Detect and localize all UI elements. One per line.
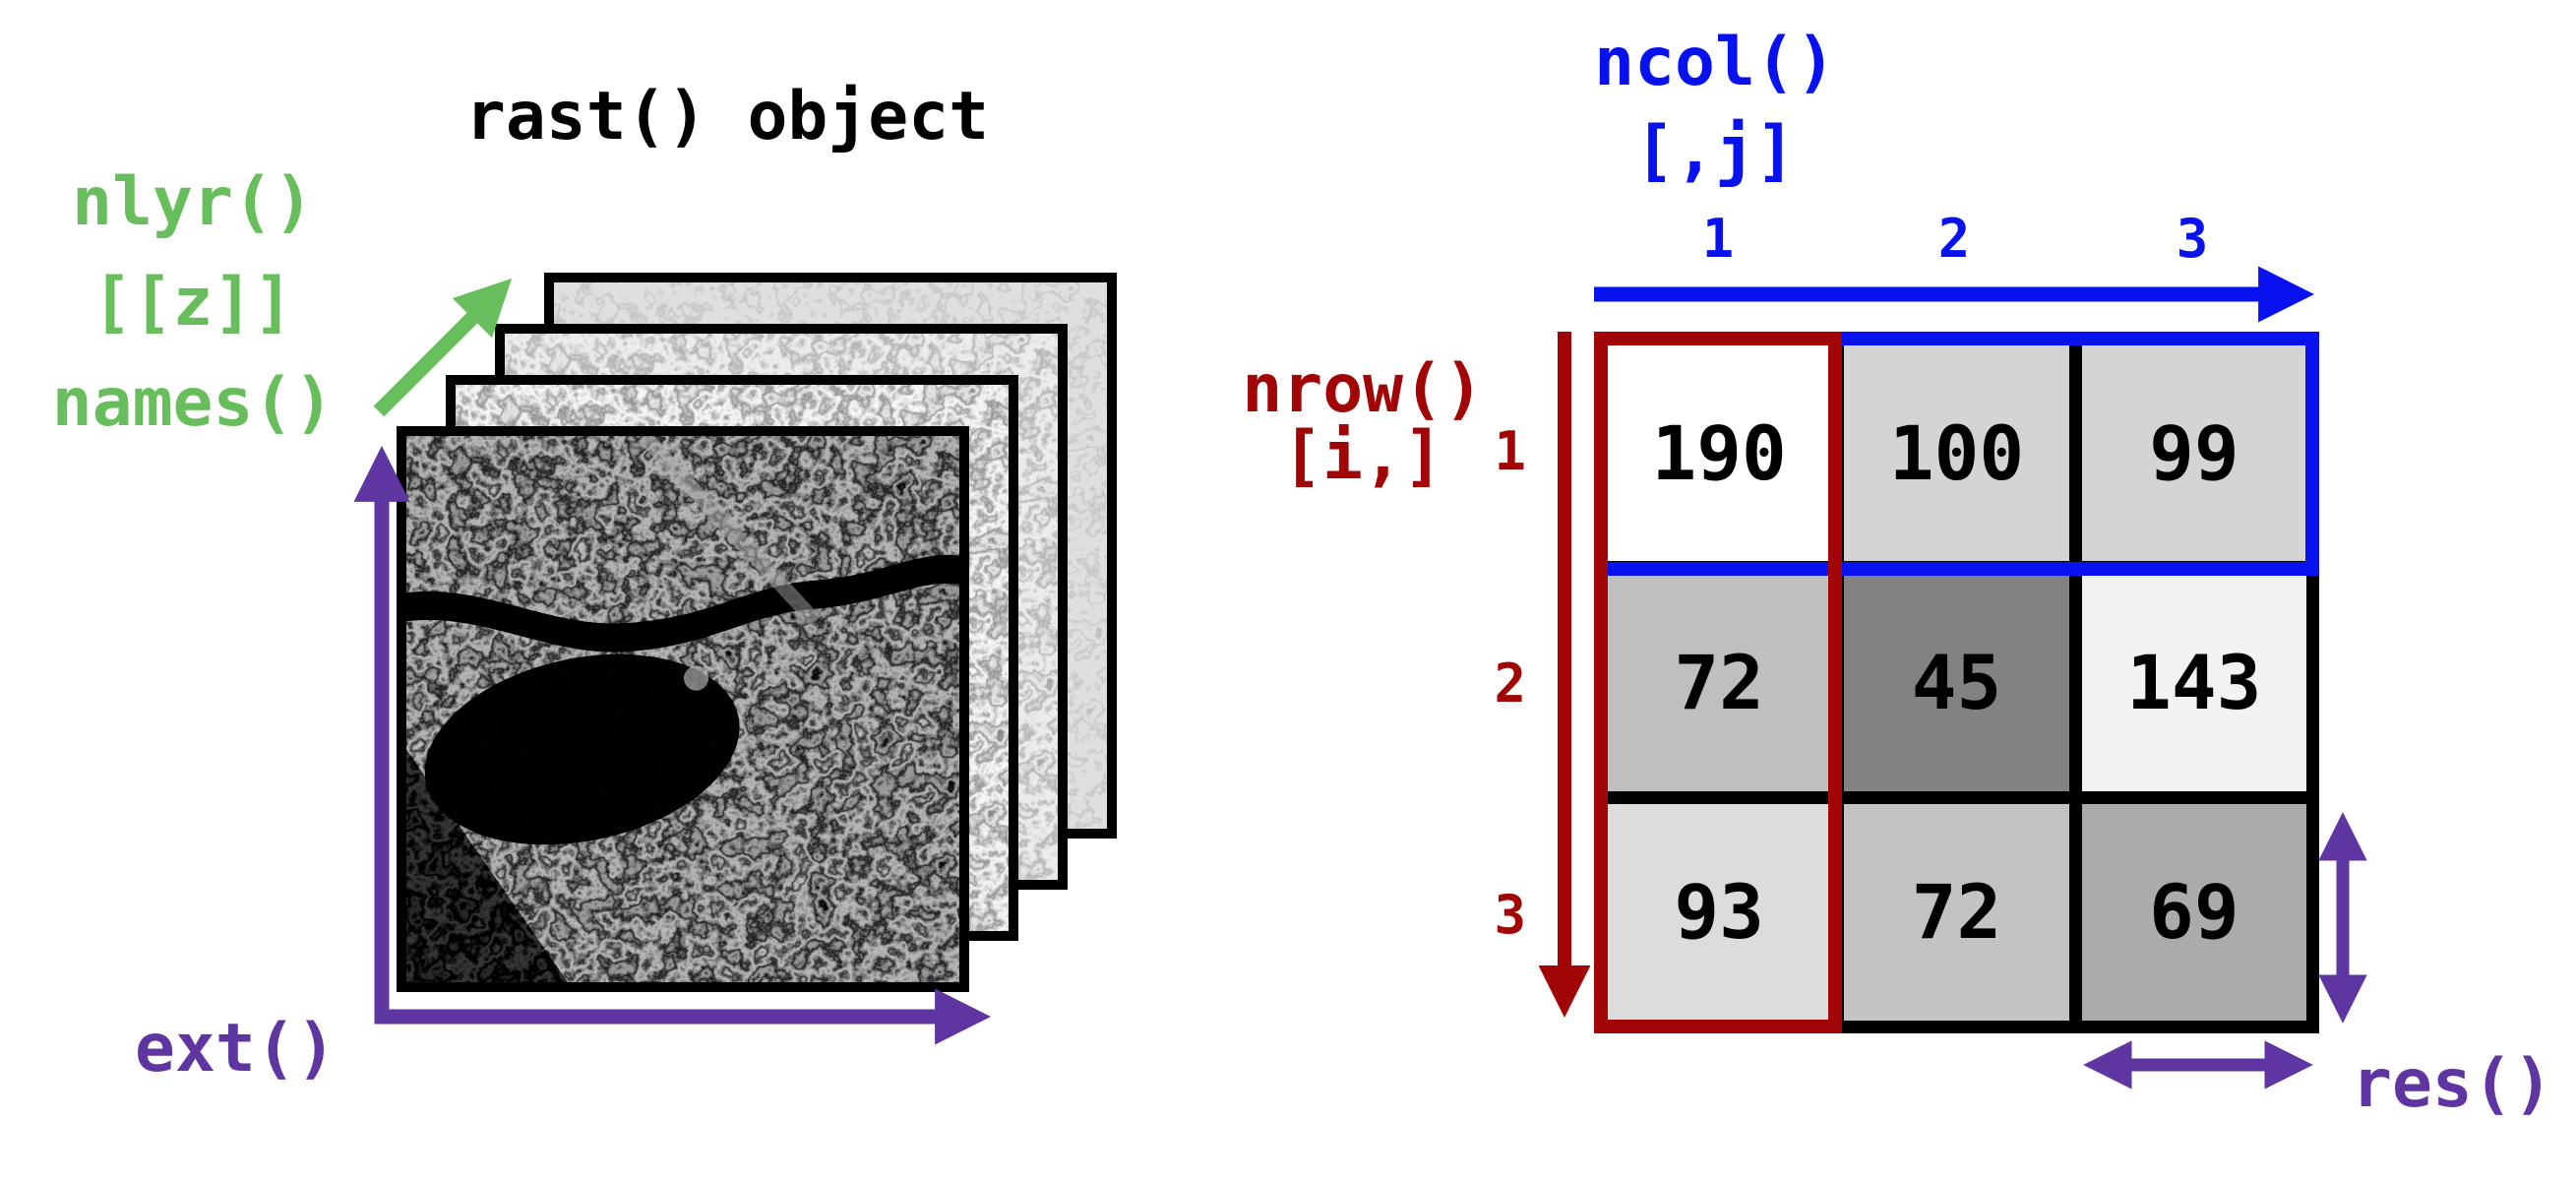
ncol-label: ncol()	[1594, 24, 1836, 101]
matrix-cell: 72	[1844, 803, 2069, 1021]
col-number-3: 3	[2176, 208, 2209, 270]
resolution-label: res()	[2352, 1045, 2553, 1123]
matrix-cell: 143	[2081, 574, 2306, 791]
row-number-1: 1	[1494, 420, 1526, 482]
col-index-label: [,j]	[1634, 112, 1796, 190]
row-number-3: 3	[1494, 884, 1526, 946]
matrix-cell: 69	[2081, 803, 2306, 1021]
names-label: names()	[51, 364, 335, 442]
row-index-label: [i,]	[1282, 417, 1443, 495]
matrix-cell: 190	[1607, 344, 1832, 562]
matrix-cell: 72	[1607, 574, 1832, 791]
page-title: rast() object	[464, 78, 990, 156]
raster-layer-1-satellite-image	[397, 426, 969, 992]
col-number-1: 1	[1701, 208, 1735, 270]
extent-label: ext()	[135, 1010, 337, 1088]
z-index-label: [[z]]	[92, 264, 294, 342]
matrix-cell: 93	[1607, 803, 1832, 1021]
raster-value-matrix: 190 100 99 72 45 143 93 72 69	[1594, 332, 2319, 1033]
row-number-2: 2	[1494, 653, 1526, 715]
nlyr-label: nlyr()	[72, 163, 314, 241]
matrix-cell: 100	[1844, 344, 2069, 562]
nrow-label: nrow()	[1242, 350, 1484, 428]
matrix-cell: 99	[2081, 344, 2306, 562]
col-number-2: 2	[1937, 208, 1971, 270]
matrix-cell: 45	[1844, 574, 2069, 791]
